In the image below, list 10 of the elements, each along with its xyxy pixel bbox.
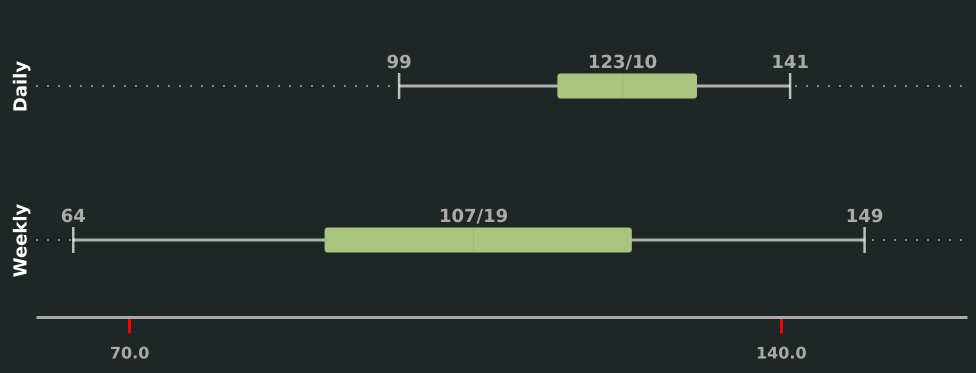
annotation: 123/10 xyxy=(588,52,658,73)
annotation: 99 xyxy=(386,52,412,73)
annotation: 64 xyxy=(60,206,86,227)
annotation: 141 xyxy=(771,52,809,73)
x-tick-label: 70.0 xyxy=(110,344,150,362)
y-tick-label: Daily xyxy=(10,60,32,112)
annotation: 149 xyxy=(846,206,884,227)
x-tick-label: 140.0 xyxy=(756,344,807,362)
y-tick-label: Weekly xyxy=(10,203,32,278)
annotation: 107/19 xyxy=(438,206,508,227)
